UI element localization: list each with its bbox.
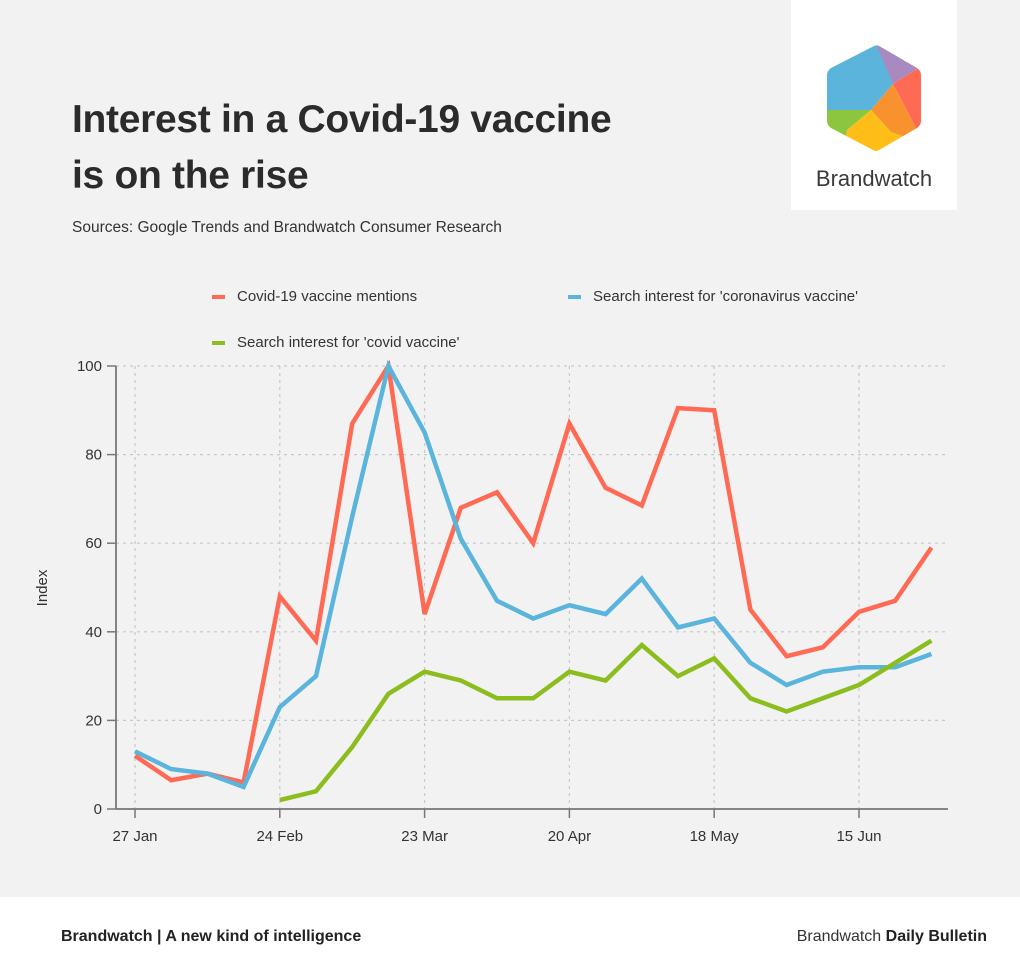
legend-label-mentions: Covid-19 vaccine mentions — [237, 288, 418, 305]
footer-bulletin-title: Daily Bulletin — [885, 928, 987, 945]
series-line-mentions — [133, 359, 934, 786]
y-tick-label: 20 — [85, 712, 102, 729]
series-line-coronavirus-vaccine — [134, 359, 933, 790]
line-chart: 0 20 40 60 80 100 27 Jan 24 Feb 23 Mar 20 Apr 18 M… — [34, 358, 948, 845]
x-tick-label: 18 May — [690, 828, 740, 845]
legend-label-covid-vaccine: Search interest for 'covid vaccine' — [237, 334, 460, 351]
x-tick-label: 15 Jun — [836, 828, 881, 845]
legend-label-coronavirus-vaccine: Search interest for 'coronavirus vaccine… — [593, 288, 859, 305]
legend-item-covid-vaccine: Search interest for 'covid vaccine' — [212, 334, 460, 351]
legend-item-coronavirus-vaccine: Search interest for 'coronavirus vaccine… — [568, 288, 858, 305]
logo-red-piece — [893, 60, 921, 140]
chart-axes: 0 20 40 60 80 100 27 Jan 24 Feb 23 Mar 20 Apr 18 M… — [77, 358, 948, 845]
brandwatch-hexagon-logo-icon — [827, 45, 921, 151]
brandwatch-logo-text: Brandwatch — [815, 166, 933, 191]
y-tick-label: 100 — [77, 358, 102, 375]
x-tick-label: 20 Apr — [548, 828, 591, 845]
title-line-1: Interest in a Covid-19 vaccine — [72, 98, 612, 141]
y-tick-label: 40 — [85, 624, 102, 641]
footer-bulletin-brand: Brandwatch — [796, 928, 882, 945]
legend-swatch-coronavirus-vaccine — [568, 294, 581, 299]
legend-swatch-covid-vaccine — [212, 340, 225, 345]
y-tick-label: 0 — [94, 801, 102, 818]
page-title: Interest in a Covid-19 vaccine is on the … — [72, 92, 612, 204]
title-line-2: is on the rise — [72, 154, 309, 197]
x-tick-label: 27 Jan — [112, 828, 157, 845]
x-tick-label: 24 Feb — [256, 828, 303, 845]
footer-tagline: Brandwatch | A new kind of intelligence — [61, 928, 362, 945]
y-tick-label: 80 — [85, 447, 102, 464]
x-tick-label: 23 Mar — [401, 828, 448, 845]
footer-bulletin: Brandwatch Daily Bulletin — [797, 928, 987, 946]
chart-lines — [133, 359, 934, 803]
footer: Brandwatch | A new kind of intelligence … — [0, 897, 1020, 979]
legend-swatch-mentions — [212, 294, 225, 299]
source-note: Sources: Google Trends and Brandwatch Co… — [72, 219, 502, 236]
legend-item-mentions: Covid-19 vaccine mentions — [212, 288, 417, 305]
y-axis-label: Index — [34, 569, 51, 606]
brandwatch-logo-card: Brandwatch — [791, 0, 957, 210]
series-line-covid-vaccine — [279, 638, 933, 803]
logo-orange-piece — [871, 84, 917, 140]
chart-grid — [116, 365, 948, 809]
y-tick-label: 60 — [85, 535, 102, 552]
